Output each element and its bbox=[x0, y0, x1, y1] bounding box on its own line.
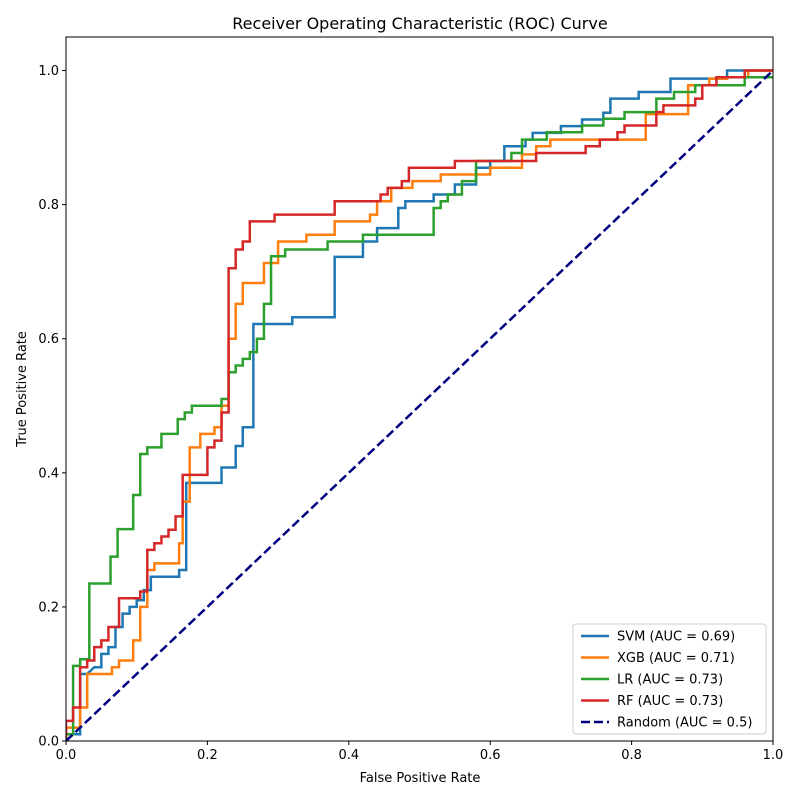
y-tick-label: 0.4 bbox=[38, 466, 59, 481]
x-tick-label: 0.4 bbox=[338, 748, 359, 763]
y-axis-ticks: 0.0 0.2 0.4 0.6 0.8 1.0 bbox=[38, 64, 66, 750]
plot-area bbox=[65, 36, 774, 742]
x-tick-label: 0.6 bbox=[480, 748, 501, 763]
legend-label: LR (AUC = 0.73) bbox=[617, 673, 723, 688]
y-axis-label: True Positive Rate bbox=[15, 331, 30, 448]
y-tick-label: 0.2 bbox=[38, 600, 59, 615]
legend-label: SVM (AUC = 0.69) bbox=[617, 630, 735, 645]
series-line-xgb bbox=[66, 69, 773, 741]
chart-title: Receiver Operating Characteristic (ROC) … bbox=[232, 14, 607, 33]
series-lines bbox=[66, 69, 773, 741]
x-tick-label: 0.0 bbox=[56, 748, 77, 763]
series-line-lr bbox=[66, 75, 773, 741]
x-axis-label: False Positive Rate bbox=[360, 771, 481, 786]
plot-frame bbox=[65, 36, 774, 742]
legend-box bbox=[572, 623, 767, 735]
x-axis-ticks: 0.0 0.2 0.4 0.6 0.8 1.0 bbox=[56, 741, 784, 763]
series-line-random bbox=[66, 69, 773, 741]
y-tick-label: 0.0 bbox=[38, 735, 59, 750]
x-tick-label: 0.8 bbox=[621, 748, 642, 763]
legend-label: XGB (AUC = 0.71) bbox=[617, 651, 735, 666]
legend: SVM (AUC = 0.69) XGB (AUC = 0.71) LR (AUC … bbox=[572, 623, 767, 735]
legend-label: RF (AUC = 0.73) bbox=[617, 694, 723, 709]
series-line-svm bbox=[66, 69, 773, 741]
x-tick-label: 1.0 bbox=[763, 748, 784, 763]
y-tick-label: 0.8 bbox=[38, 198, 59, 213]
x-tick-label: 0.2 bbox=[197, 748, 218, 763]
legend-label: Random (AUC = 0.5) bbox=[617, 716, 752, 731]
series-line-rf bbox=[66, 69, 773, 741]
y-tick-label: 0.6 bbox=[38, 332, 59, 347]
y-tick-label: 1.0 bbox=[38, 64, 59, 79]
